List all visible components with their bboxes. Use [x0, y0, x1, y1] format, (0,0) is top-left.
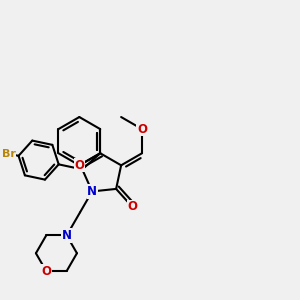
Text: O: O	[127, 200, 137, 213]
Text: N: N	[62, 229, 72, 242]
Text: N: N	[87, 185, 97, 198]
Text: O: O	[41, 265, 51, 278]
Text: Br: Br	[2, 149, 15, 159]
Text: O: O	[137, 123, 147, 136]
Text: O: O	[74, 159, 84, 172]
